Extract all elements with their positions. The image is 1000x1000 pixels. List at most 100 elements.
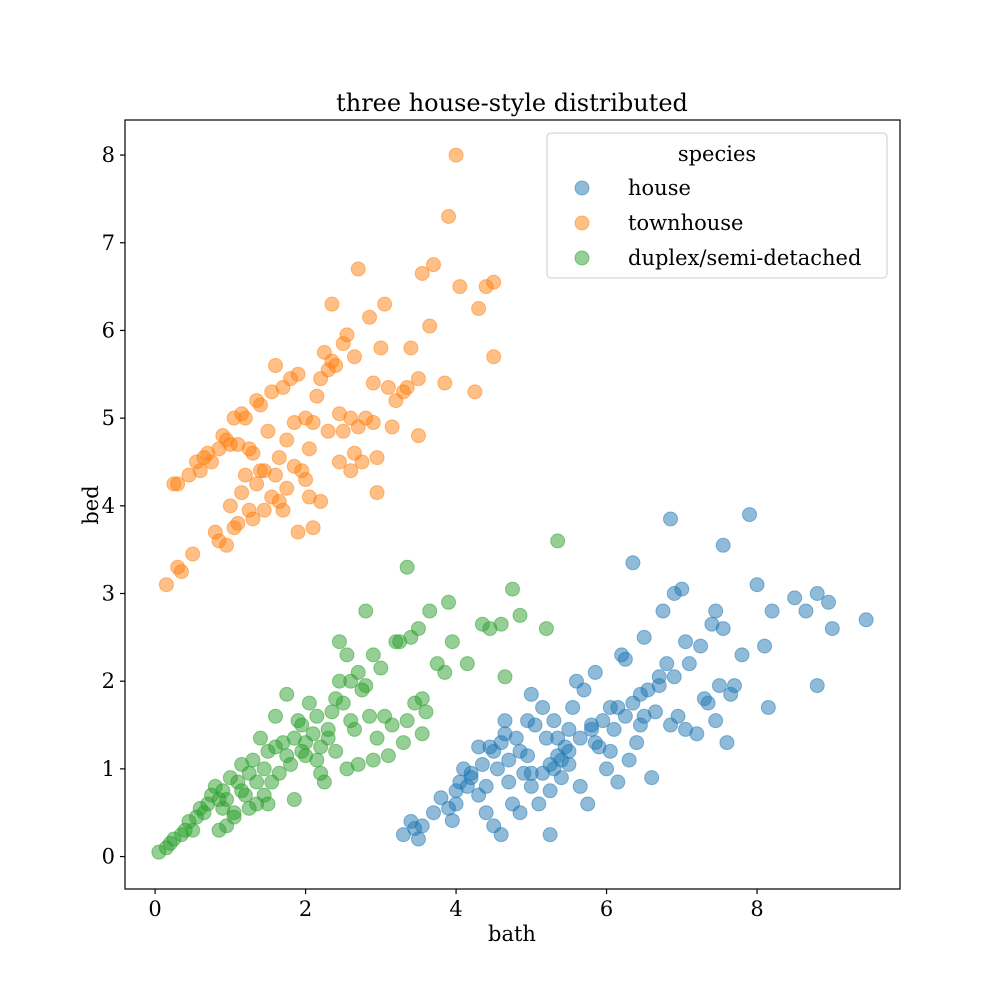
- data-point: [708, 713, 724, 729]
- data-point: [726, 678, 742, 694]
- legend-item: duplex/semi-detached: [574, 246, 861, 270]
- data-point: [328, 691, 344, 707]
- y-tick-label: 2: [102, 669, 115, 693]
- data-point: [226, 809, 242, 825]
- data-point: [610, 699, 626, 715]
- data-point: [410, 621, 426, 637]
- data-point: [787, 590, 803, 606]
- data-point: [377, 708, 393, 724]
- data-point: [674, 581, 690, 597]
- data-point: [335, 423, 351, 439]
- points-layer: [151, 147, 874, 860]
- data-point: [678, 634, 694, 650]
- x-axis-label: bath: [488, 922, 536, 946]
- data-point: [478, 805, 494, 821]
- data-point: [279, 686, 295, 702]
- data-point: [809, 678, 825, 694]
- data-point: [249, 476, 265, 492]
- data-point: [757, 638, 773, 654]
- data-point: [538, 621, 554, 637]
- legend-label: duplex/semi-detached: [628, 246, 861, 270]
- data-point: [290, 366, 306, 382]
- data-point: [350, 261, 366, 277]
- data-point: [700, 695, 716, 711]
- data-point: [587, 664, 603, 680]
- data-point: [501, 774, 517, 790]
- data-point: [219, 432, 235, 448]
- data-point: [542, 827, 558, 843]
- data-point: [542, 756, 558, 772]
- data-point: [760, 699, 776, 715]
- data-point: [369, 730, 385, 746]
- legend-label: house: [628, 176, 691, 200]
- series-2: [151, 533, 566, 860]
- data-point: [392, 634, 408, 650]
- data-point: [328, 743, 344, 759]
- data-point: [271, 493, 287, 509]
- data-point: [316, 774, 332, 790]
- data-point: [196, 450, 212, 466]
- data-point: [471, 301, 487, 317]
- data-point: [331, 406, 347, 422]
- data-point: [294, 717, 310, 733]
- data-point: [572, 730, 588, 746]
- data-point: [320, 423, 336, 439]
- data-point: [523, 778, 539, 794]
- data-point: [369, 450, 385, 466]
- data-point: [553, 770, 569, 786]
- data-point: [298, 748, 314, 764]
- data-point: [313, 739, 329, 755]
- data-point: [271, 765, 287, 781]
- data-point: [576, 682, 592, 698]
- data-point: [742, 507, 758, 523]
- data-point: [764, 603, 780, 619]
- data-point: [501, 752, 517, 768]
- data-point: [219, 792, 235, 808]
- data-point: [267, 708, 283, 724]
- data-point: [256, 761, 272, 777]
- data-point: [362, 708, 378, 724]
- data-point: [584, 721, 599, 737]
- data-point: [339, 327, 355, 343]
- data-point: [663, 511, 679, 527]
- data-point: [301, 441, 317, 457]
- data-point: [531, 796, 547, 812]
- y-tick-label: 5: [102, 406, 115, 430]
- data-point: [422, 318, 438, 334]
- data-point: [636, 629, 652, 645]
- data-point: [286, 792, 302, 808]
- data-point: [410, 428, 426, 444]
- data-point: [343, 713, 359, 729]
- y-tick-label: 1: [102, 757, 115, 781]
- data-point: [362, 309, 378, 325]
- data-point: [542, 783, 558, 799]
- legend-marker: [574, 250, 590, 266]
- data-point: [437, 664, 453, 680]
- chart-title: three house-style distributed: [336, 89, 688, 117]
- data-point: [512, 607, 528, 623]
- plot-frame: [124, 119, 901, 890]
- data-point: [734, 647, 750, 663]
- legend-title: species: [678, 142, 756, 166]
- y-tick-label: 3: [102, 582, 115, 606]
- legend-items: house townhouse duplex/semi-detached: [574, 176, 861, 270]
- data-point: [267, 739, 283, 755]
- data-point: [625, 555, 641, 571]
- data-point: [441, 594, 457, 610]
- data-point: [621, 752, 637, 768]
- data-point: [271, 450, 287, 466]
- legend-marker: [574, 215, 590, 231]
- data-point: [196, 805, 212, 821]
- data-point: [260, 423, 276, 439]
- data-point: [286, 730, 302, 746]
- data-point: [546, 713, 562, 729]
- data-point: [414, 265, 430, 281]
- data-point: [644, 770, 660, 786]
- data-point: [384, 419, 400, 435]
- data-point: [632, 686, 648, 702]
- data-point: [339, 647, 355, 663]
- data-point: [610, 774, 626, 790]
- data-point: [666, 669, 682, 685]
- data-point: [426, 805, 441, 821]
